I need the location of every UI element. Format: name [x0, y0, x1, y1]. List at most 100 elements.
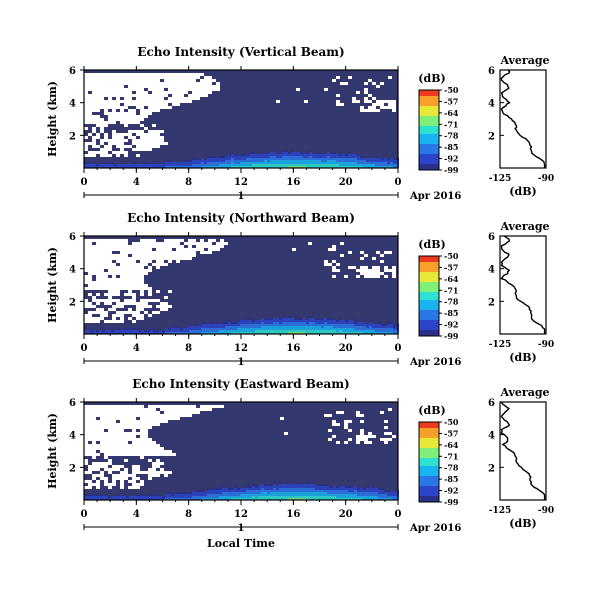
echo-cell: [132, 498, 135, 500]
echo-cell: [111, 498, 114, 500]
heatmap-field: [83, 69, 399, 169]
missing-cell: [156, 423, 160, 426]
missing-cell: [336, 269, 340, 272]
missing-cell: [108, 432, 112, 435]
missing-cell: [152, 94, 156, 97]
echo-cell: [198, 498, 201, 500]
missing-cell: [164, 76, 168, 79]
missing-cell: [392, 103, 396, 106]
missing-cell: [160, 106, 164, 109]
echo-cell: [282, 488, 285, 490]
echo-cell: [336, 322, 339, 324]
echo-cell: [219, 166, 222, 168]
missing-cell: [132, 426, 136, 429]
missing-cell: [164, 82, 168, 85]
echo-cell: [93, 494, 96, 496]
echo-cell: [84, 494, 87, 496]
echo-cell: [336, 328, 339, 330]
echo-cell: [363, 328, 366, 330]
missing-cell: [120, 435, 124, 438]
echo-cell: [357, 494, 360, 496]
echo-cell: [261, 494, 264, 496]
missing-cell: [160, 85, 164, 88]
missing-cell: [172, 411, 176, 414]
missing-cell: [144, 453, 148, 456]
missing-cell: [144, 414, 148, 417]
echo-cell: [303, 156, 306, 158]
missing-cell: [112, 151, 116, 154]
echo-cell: [303, 498, 306, 500]
echo-cell: [216, 494, 219, 496]
missing-cell: [136, 450, 140, 453]
missing-cell: [148, 453, 152, 456]
echo-cell: [375, 332, 378, 334]
echo-cell: [312, 332, 315, 334]
echo-cell: [228, 326, 231, 328]
missing-cell: [144, 85, 148, 88]
colorbar-step: [419, 460, 439, 463]
missing-cell: [152, 100, 156, 103]
missing-cell: [136, 254, 140, 257]
echo-cell: [204, 164, 207, 166]
echo-cell: [297, 166, 300, 168]
missing-cell: [128, 426, 132, 429]
missing-cell: [116, 320, 120, 323]
missing-cell: [364, 254, 368, 257]
echo-cell: [306, 486, 309, 488]
colorbar-tick-label: -50: [444, 85, 459, 95]
echo-cell: [345, 492, 348, 494]
echo-cell: [339, 320, 342, 322]
echo-cell: [117, 496, 120, 498]
missing-cell: [148, 145, 152, 148]
echo-cell: [327, 496, 330, 498]
missing-cell: [88, 121, 92, 124]
missing-cell: [108, 468, 112, 471]
echo-cell: [282, 164, 285, 166]
missing-cell: [192, 405, 196, 408]
colorbar-tick-label: -78: [444, 131, 459, 141]
echo-cell: [258, 490, 261, 492]
colorbar-step: [419, 272, 439, 275]
echo-cell: [324, 154, 327, 156]
echo-cell: [267, 320, 270, 322]
missing-cell: [180, 97, 184, 100]
echo-cell: [243, 488, 246, 490]
missing-cell: [340, 254, 344, 257]
missing-cell: [108, 411, 112, 414]
missing-cell: [112, 121, 116, 124]
echo-cell: [285, 494, 288, 496]
echo-cell: [315, 326, 318, 328]
echo-cell: [270, 162, 273, 164]
missing-cell: [92, 411, 96, 414]
missing-cell: [100, 411, 104, 414]
echo-cell: [228, 320, 231, 322]
echo-cell: [372, 162, 375, 164]
missing-cell: [172, 239, 176, 242]
echo-cell: [357, 496, 360, 498]
echo-cell: [339, 318, 342, 320]
missing-cell: [112, 136, 116, 139]
missing-cell: [184, 79, 188, 82]
colorbar-step: [419, 130, 439, 133]
missing-cell: [84, 426, 88, 429]
missing-cell: [124, 293, 128, 296]
echo-cell: [180, 332, 183, 334]
echo-cell: [153, 332, 156, 334]
echo-cell: [306, 332, 309, 334]
missing-cell: [92, 79, 96, 82]
missing-cell: [104, 477, 108, 480]
missing-cell: [84, 88, 88, 91]
echo-cell: [105, 496, 108, 498]
missing-cell: [108, 447, 112, 450]
missing-cell: [88, 82, 92, 85]
missing-cell: [164, 308, 168, 311]
echo-cell: [300, 494, 303, 496]
echo-cell: [390, 496, 393, 498]
echo-cell: [291, 494, 294, 496]
echo-cell: [102, 164, 105, 166]
echo-cell: [249, 486, 252, 488]
missing-cell: [128, 112, 132, 115]
missing-cell: [108, 121, 112, 124]
missing-cell: [108, 302, 112, 305]
missing-cell: [84, 248, 88, 251]
